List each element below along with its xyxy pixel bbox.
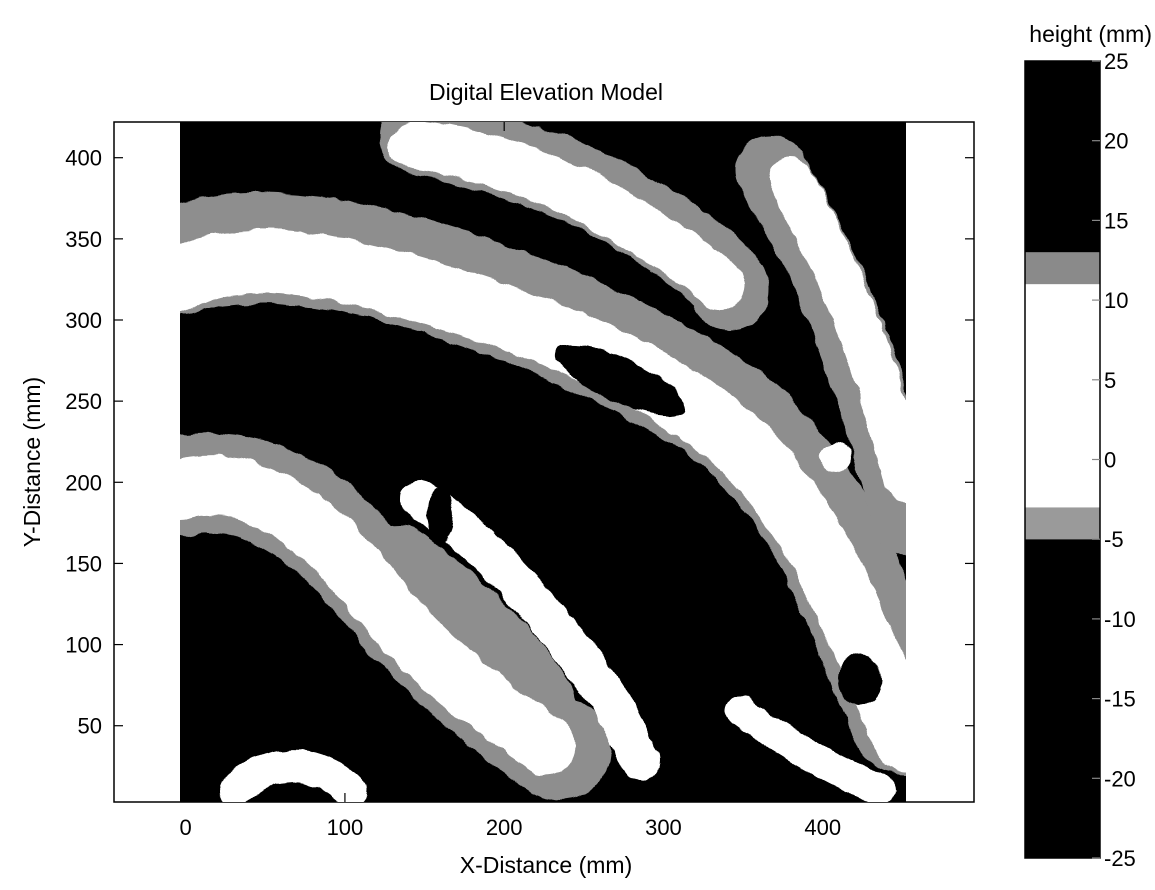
colorbar-tick-label: 10 (1104, 288, 1128, 313)
colorbar-tick-label: -15 (1104, 687, 1136, 712)
colorbar: height (mm) -25 -20 -15 -10 -5 0 5 10 15 20 25 (1024, 21, 1152, 871)
band-halo (365, 525, 575, 735)
chart-title: Digital Elevation Model (429, 79, 663, 105)
depression (838, 654, 882, 706)
ridge (768, 158, 906, 502)
colorbar-tick-label: 20 (1104, 129, 1128, 154)
y-tick-label: 400 (65, 146, 102, 171)
y-tick-label: 50 (78, 714, 102, 739)
depression (555, 344, 685, 416)
colorbar-band (1025, 507, 1100, 540)
colorbar-band (1025, 284, 1100, 508)
ridge (180, 455, 575, 775)
y-tick-label: 100 (65, 633, 102, 658)
colorbar-tick-label: 15 (1104, 208, 1128, 233)
y-tick-label: 300 (65, 308, 102, 333)
x-tick-label: 400 (804, 815, 841, 840)
colorbar-tick-label: -5 (1104, 527, 1124, 552)
ridge (725, 695, 895, 802)
x-tick-label: 100 (327, 815, 364, 840)
colorbar-tick-label: 5 (1104, 368, 1116, 393)
colorbar-tick-label: 25 (1104, 49, 1128, 74)
ridge (218, 748, 367, 802)
x-axis-label: X-Distance (mm) (460, 852, 633, 878)
y-tick-label: 250 (65, 389, 102, 414)
y-tick-label: 350 (65, 227, 102, 252)
x-tick-label: 200 (486, 815, 523, 840)
y-axis: 50 100 150 200 250 300 350 400 (65, 146, 974, 739)
x-axis: 0 100 200 300 400 (180, 122, 841, 840)
x-tick-label: 0 (180, 815, 192, 840)
colorbar-tick-label: -20 (1104, 766, 1136, 791)
heatmap (180, 122, 906, 802)
colorbar-bands (1025, 61, 1100, 858)
colorbar-tick-label: -25 (1104, 846, 1136, 871)
colorbar-ticks: -25 -20 -15 -10 -5 0 5 10 15 20 25 (1092, 49, 1136, 871)
y-tick-label: 200 (65, 470, 102, 495)
x-tick-label: 300 (645, 815, 682, 840)
y-tick-label: 150 (65, 551, 102, 576)
colorbar-tick-label: -10 (1104, 607, 1136, 632)
heatmap-bands (180, 122, 906, 802)
peak (820, 442, 852, 474)
colorbar-band (1025, 539, 1100, 858)
colorbar-tick-label: 0 (1104, 448, 1116, 473)
colorbar-band (1025, 61, 1100, 253)
depression (427, 487, 453, 543)
y-axis-label: Y-Distance (mm) (19, 377, 45, 547)
colorbar-band (1025, 252, 1100, 285)
colorbar-label: height (mm) (1029, 21, 1152, 47)
ridge (390, 122, 745, 310)
